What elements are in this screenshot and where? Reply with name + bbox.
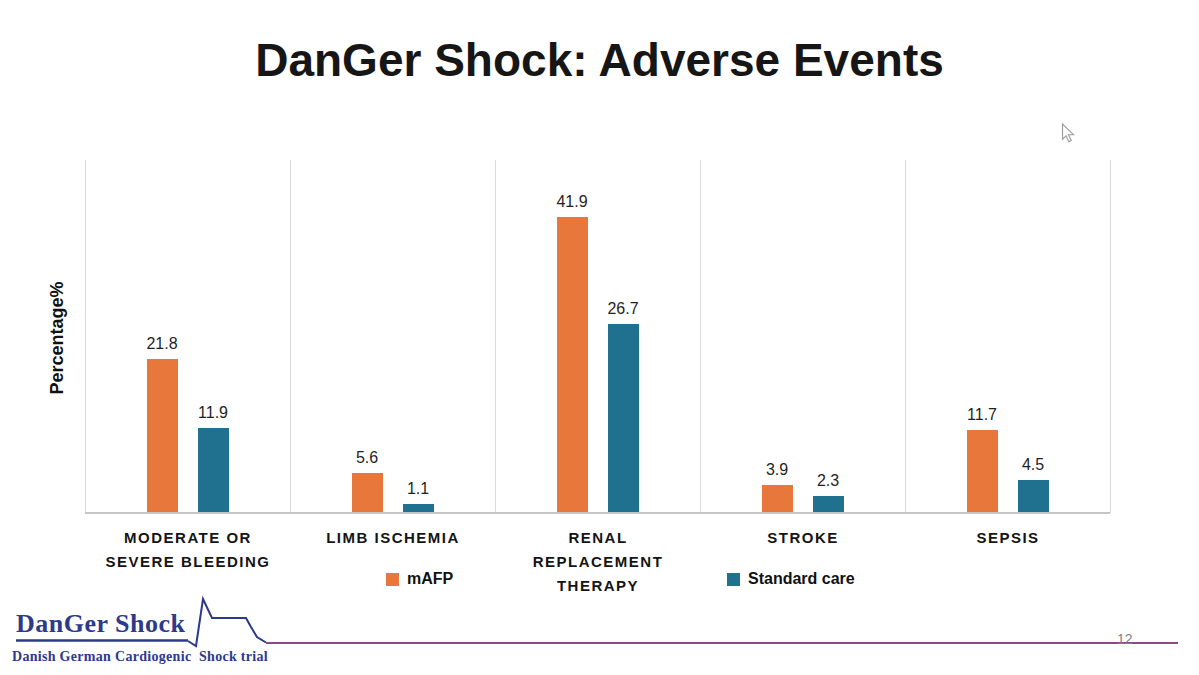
bar-standard-care bbox=[1018, 480, 1049, 512]
page-number: 12 bbox=[1117, 631, 1133, 647]
bar-mafp bbox=[967, 430, 998, 512]
logo-subtitle: Danish German Cardiogenic Shock trial bbox=[12, 649, 268, 665]
bar-mafp bbox=[557, 217, 588, 512]
bar-value-label: 2.3 bbox=[817, 472, 839, 490]
bar-value-label: 21.8 bbox=[146, 335, 177, 353]
gridline-vertical bbox=[495, 160, 496, 513]
bar-mafp bbox=[147, 359, 178, 513]
gridline-vertical bbox=[290, 160, 291, 513]
bar-standard-care bbox=[403, 504, 434, 512]
logo-wordmark: DanGer Shock bbox=[16, 609, 186, 639]
legend-swatch-standard-care-icon bbox=[727, 573, 740, 586]
legend-label-standard-care: Standard care bbox=[748, 570, 855, 588]
gridline-vertical bbox=[85, 160, 86, 513]
bar-mafp bbox=[352, 473, 383, 512]
gridline-vertical bbox=[905, 160, 906, 513]
chart-plot-area: 21.811.9MODERATE OR SEVERE BLEEDING5.61.… bbox=[85, 160, 1110, 513]
slide-title: DanGer Shock: Adverse Events bbox=[0, 33, 1199, 87]
bar-value-label: 5.6 bbox=[356, 449, 378, 467]
legend-item-mafp: mAFP bbox=[386, 570, 453, 588]
bar-value-label: 26.7 bbox=[607, 300, 638, 318]
mouse-cursor-icon bbox=[1061, 123, 1077, 145]
bar-value-label: 3.9 bbox=[766, 461, 788, 479]
bar-value-label: 4.5 bbox=[1022, 456, 1044, 474]
bar-standard-care bbox=[198, 428, 229, 512]
bar-mafp bbox=[762, 485, 793, 513]
bar-standard-care bbox=[813, 496, 844, 512]
category-label: MODERATE OR SEVERE BLEEDING bbox=[78, 526, 298, 574]
x-axis-line bbox=[85, 512, 1110, 514]
bar-value-label: 1.1 bbox=[407, 480, 429, 498]
legend-swatch-mafp-icon bbox=[386, 573, 399, 586]
category-label: LIMB ISCHEMIA bbox=[283, 526, 503, 550]
category-label: STROKE bbox=[693, 526, 913, 550]
bar-value-label: 41.9 bbox=[556, 193, 587, 211]
gridline-vertical bbox=[1110, 160, 1111, 513]
bar-standard-care bbox=[608, 324, 639, 512]
bar-value-label: 11.9 bbox=[198, 404, 228, 422]
gridline-vertical bbox=[700, 160, 701, 513]
category-label: SEPSIS bbox=[898, 526, 1118, 550]
legend-label-mafp: mAFP bbox=[407, 570, 453, 588]
y-axis-label: Percentage% bbox=[47, 281, 68, 394]
category-label: RENAL REPLACEMENT THERAPY bbox=[488, 526, 708, 598]
bar-value-label: 11.7 bbox=[967, 406, 997, 424]
legend-item-standard-care: Standard care bbox=[727, 570, 855, 588]
